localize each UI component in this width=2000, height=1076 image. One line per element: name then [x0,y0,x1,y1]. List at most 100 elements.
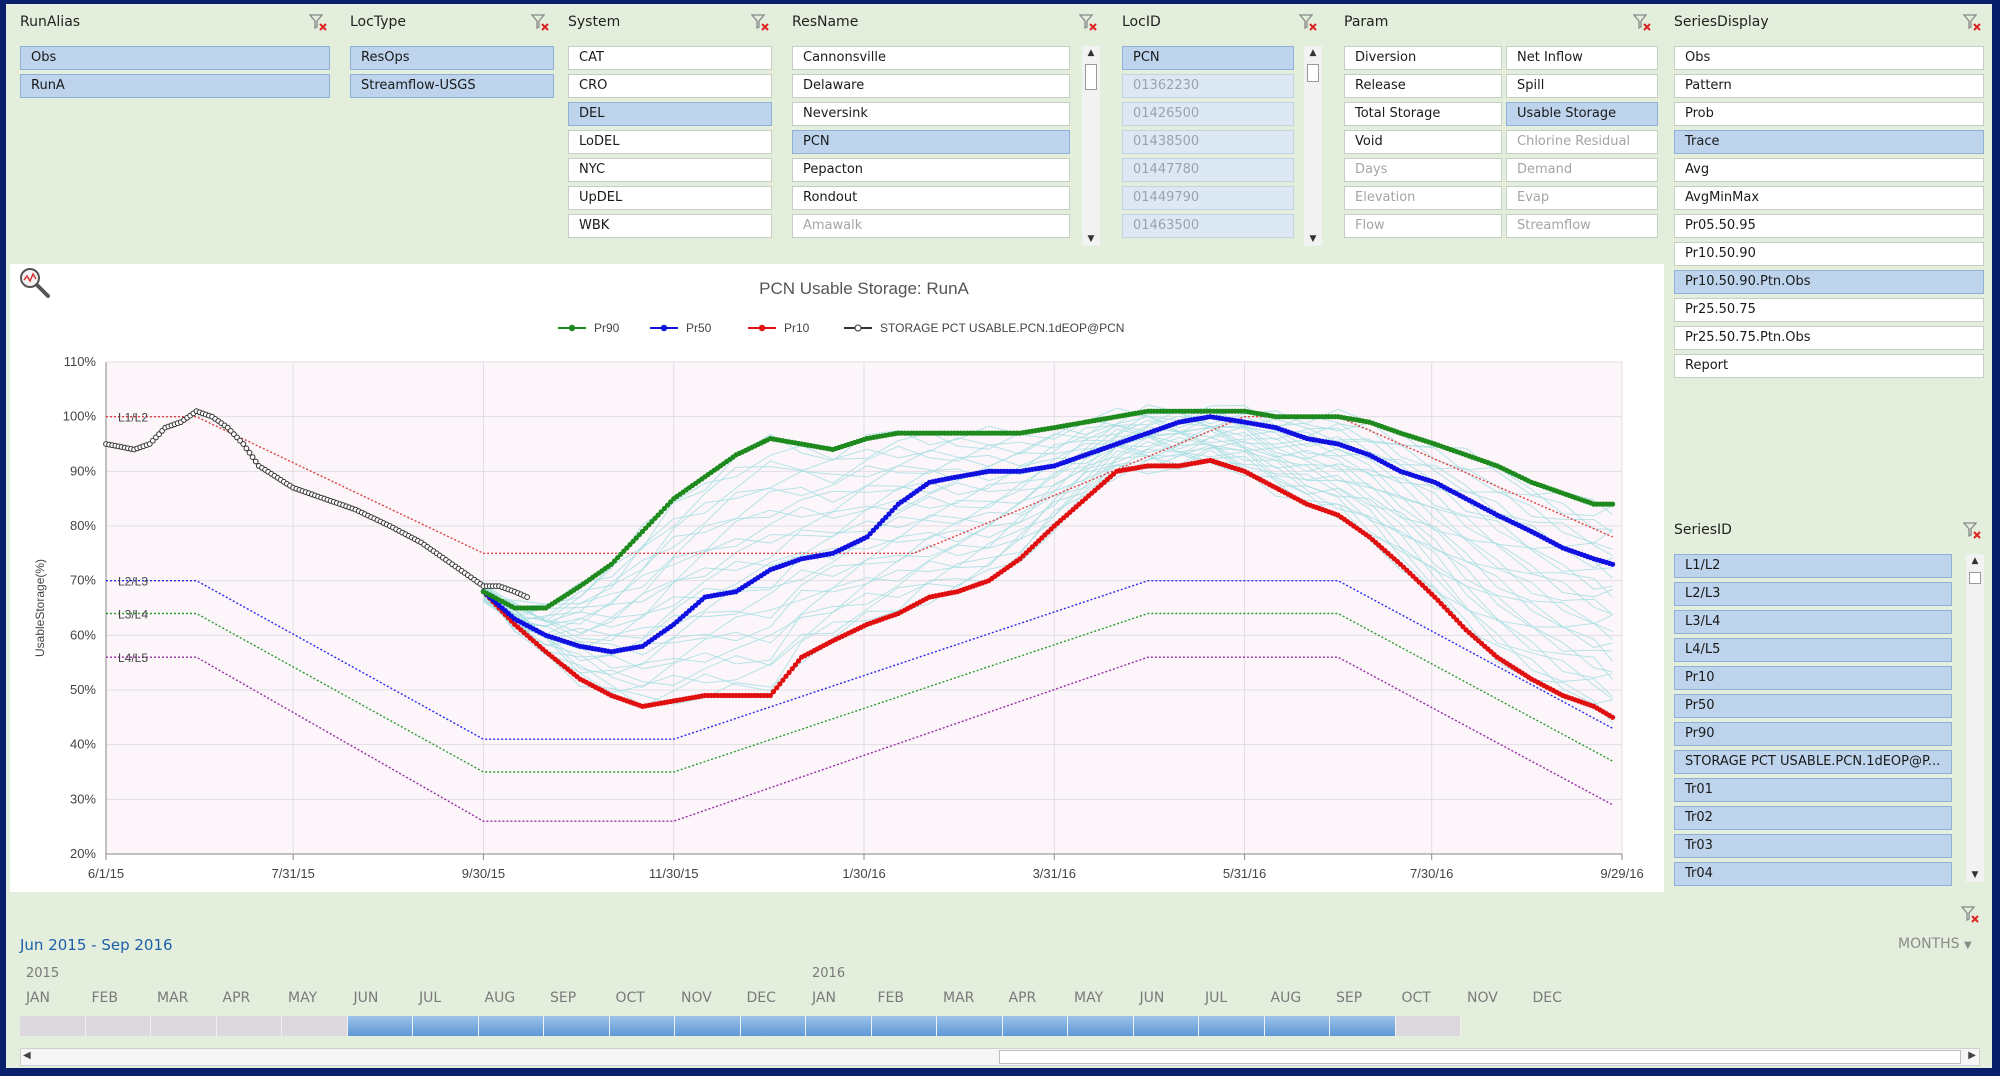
clear-filter-icon[interactable] [1632,12,1652,32]
slicer-item[interactable]: Pr25.50.75 [1674,298,1984,322]
timeline-cell-selected[interactable] [413,1016,479,1036]
slicer-item[interactable]: L1/L2 [1674,554,1952,578]
slicer-item[interactable]: Chlorine Residual [1506,130,1658,154]
slicer-item[interactable]: 01362230 [1122,74,1294,98]
slicer-item[interactable]: Avg [1674,158,1984,182]
slicer-item[interactable]: CAT [568,46,772,70]
slicer-item[interactable]: Amawalk [792,214,1070,238]
slicer-item[interactable]: AvgMinMax [1674,186,1984,210]
slicer-item[interactable]: 01449790 [1122,186,1294,210]
slicer-item[interactable]: DEL [568,102,772,126]
slicer-item[interactable]: Evap [1506,186,1658,210]
scroll-up-icon[interactable]: ▲ [1087,48,1095,58]
timeline-cell-selected[interactable] [871,1016,937,1036]
timeline-cell-selected[interactable] [544,1016,610,1036]
slicer-item[interactable]: Pepacton [792,158,1070,182]
clear-filter-icon[interactable] [1078,12,1098,32]
locid-scrollbar[interactable]: ▲ ▼ [1304,46,1322,246]
slicer-item[interactable]: L3/L4 [1674,610,1952,634]
slicer-item[interactable]: 01438500 [1122,130,1294,154]
slicer-item[interactable]: Diversion [1344,46,1502,70]
slicer-item[interactable]: Usable Storage [1506,102,1658,126]
clear-filter-icon[interactable] [308,12,328,32]
timeline-level-dropdown[interactable]: MONTHS ▼ [1898,936,1972,952]
scroll-up-icon[interactable]: ▲ [1309,48,1317,58]
slicer-item[interactable]: Pr50 [1674,694,1952,718]
slicer-item[interactable]: 01447780 [1122,158,1294,182]
timeline-cell-selected[interactable] [1068,1016,1134,1036]
slicer-item[interactable]: Pattern [1674,74,1984,98]
slicer-item[interactable]: LoDEL [568,130,772,154]
timeline-cell-selected[interactable] [1264,1016,1330,1036]
slicer-item[interactable]: Elevation [1344,186,1502,210]
scroll-thumb[interactable] [1969,572,1981,584]
slicer-item[interactable]: 01426500 [1122,102,1294,126]
slicer-item[interactable]: WBK [568,214,772,238]
timeline-cell[interactable] [216,1016,282,1036]
slicer-item[interactable]: Obs [20,46,330,70]
slicer-item[interactable]: Delaware [792,74,1070,98]
timeline-cell-selected[interactable] [675,1016,741,1036]
slicer-item[interactable]: Tr01 [1674,778,1952,802]
slicer-item[interactable]: Days [1344,158,1502,182]
timeline-cell[interactable] [85,1016,151,1036]
timeline-cell-selected[interactable] [1002,1016,1068,1036]
scroll-down-icon[interactable]: ▼ [1087,234,1095,244]
clear-filter-icon[interactable] [1298,12,1318,32]
slicer-item[interactable]: L2/L3 [1674,582,1952,606]
slicer-item[interactable]: Spill [1506,74,1658,98]
scroll-down-icon[interactable]: ▼ [1309,234,1317,244]
slicer-item[interactable]: Trace [1674,130,1984,154]
scroll-thumb[interactable] [1085,64,1097,90]
timeline-cell-selected[interactable] [806,1016,872,1036]
slicer-item[interactable]: 01463500 [1122,214,1294,238]
slicer-item[interactable]: Streamflow [1506,214,1658,238]
scroll-thumb[interactable] [999,1050,1961,1064]
timeline-cell-selected[interactable] [609,1016,675,1036]
clear-filter-icon[interactable] [750,12,770,32]
slicer-item[interactable]: UpDEL [568,186,772,210]
clear-filter-icon[interactable] [1962,520,1982,540]
timeline-cell-selected[interactable] [740,1016,806,1036]
scroll-up-icon[interactable]: ▲ [1971,556,1979,566]
slicer-item[interactable]: Cannonsville [792,46,1070,70]
scroll-down-icon[interactable]: ▼ [1971,870,1979,880]
scroll-right-icon[interactable]: ▶ [1968,1050,1976,1061]
slicer-item[interactable]: CRO [568,74,772,98]
timeline-cell-selected[interactable] [478,1016,544,1036]
timeline-cell-selected[interactable] [347,1016,413,1036]
slicer-item[interactable]: Neversink [792,102,1070,126]
slicer-item[interactable]: RunA [20,74,330,98]
clear-filter-icon[interactable] [530,12,550,32]
slicer-item[interactable]: Prob [1674,102,1984,126]
slicer-item[interactable]: Pr10.50.90.Ptn.Obs [1674,270,1984,294]
clear-filter-icon[interactable] [1962,12,1982,32]
resname-scrollbar[interactable]: ▲ ▼ [1082,46,1100,246]
slicer-item[interactable]: Void [1344,130,1502,154]
seriesid-scrollbar[interactable]: ▲ ▼ [1966,554,1984,882]
scroll-left-icon[interactable]: ◀ [23,1050,31,1061]
slicer-item[interactable]: Tr04 [1674,862,1952,886]
timeline-cell-selected[interactable] [1330,1016,1396,1036]
slicer-item[interactable]: ResOps [350,46,554,70]
timeline-cell[interactable] [20,1016,86,1036]
timeline-cell-selected[interactable] [937,1016,1003,1036]
slicer-item[interactable]: Rondout [792,186,1070,210]
zoom-magnifier-icon[interactable] [14,262,54,302]
slicer-item[interactable]: Obs [1674,46,1984,70]
clear-filter-icon[interactable] [1960,904,1980,924]
timeline-cell[interactable] [151,1016,217,1036]
slicer-item[interactable]: Demand [1506,158,1658,182]
slicer-item[interactable]: Total Storage [1344,102,1502,126]
slicer-item[interactable]: Flow [1344,214,1502,238]
slicer-item[interactable]: PCN [792,130,1070,154]
slicer-item[interactable]: L4/L5 [1674,638,1952,662]
slicer-item[interactable]: Pr25.50.75.Ptn.Obs [1674,326,1984,350]
slicer-item[interactable]: Tr03 [1674,834,1952,858]
scroll-thumb[interactable] [1307,64,1319,82]
slicer-item[interactable]: Pr10 [1674,666,1952,690]
slicer-item[interactable]: Pr05.50.95 [1674,214,1984,238]
slicer-item[interactable]: Release [1344,74,1502,98]
timeline-cell[interactable] [282,1016,348,1036]
slicer-item[interactable]: Pr10.50.90 [1674,242,1984,266]
